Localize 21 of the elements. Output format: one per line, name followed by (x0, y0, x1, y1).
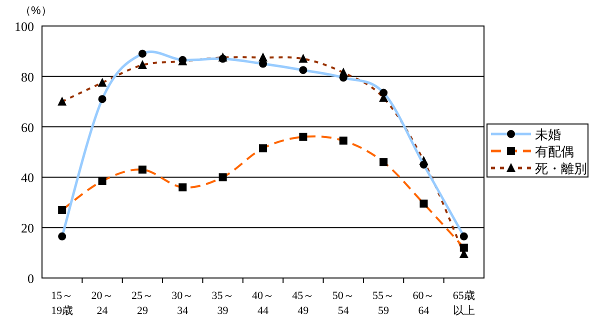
x-tick-label: 65歳以上 (452, 289, 476, 319)
legend-label: 未婚 (535, 127, 561, 142)
x-tick-label: 15～ 19歳 (50, 289, 74, 319)
x-tick-label: 40～ 44 (250, 289, 275, 319)
y-axis-title: （%） (20, 5, 52, 17)
x-tick-label: 35～ 39 (210, 289, 235, 319)
x-tick-label: 50～ 54 (331, 289, 356, 319)
legend-label: 死・離別 (535, 161, 587, 176)
y-tick-label: 20 (21, 220, 34, 236)
x-tick-label: 45～ 49 (291, 289, 316, 319)
y-tick-label: 0 (28, 271, 34, 286)
y-tick-label: 80 (21, 69, 34, 84)
x-tick-label: 20～ 24 (90, 289, 114, 319)
y-tick-label: 60 (21, 120, 34, 135)
x-tick-label: 60～ 64 (412, 289, 436, 319)
y-tick-label: 40 (21, 170, 34, 186)
x-tick-label: 30～ 34 (170, 289, 195, 319)
x-tick-label: 55～ 59 (372, 289, 396, 319)
legend-label: 有配偶 (535, 144, 574, 159)
y-tick-label: 100 (14, 19, 34, 34)
x-tick-label: 25～ 29 (130, 289, 154, 319)
